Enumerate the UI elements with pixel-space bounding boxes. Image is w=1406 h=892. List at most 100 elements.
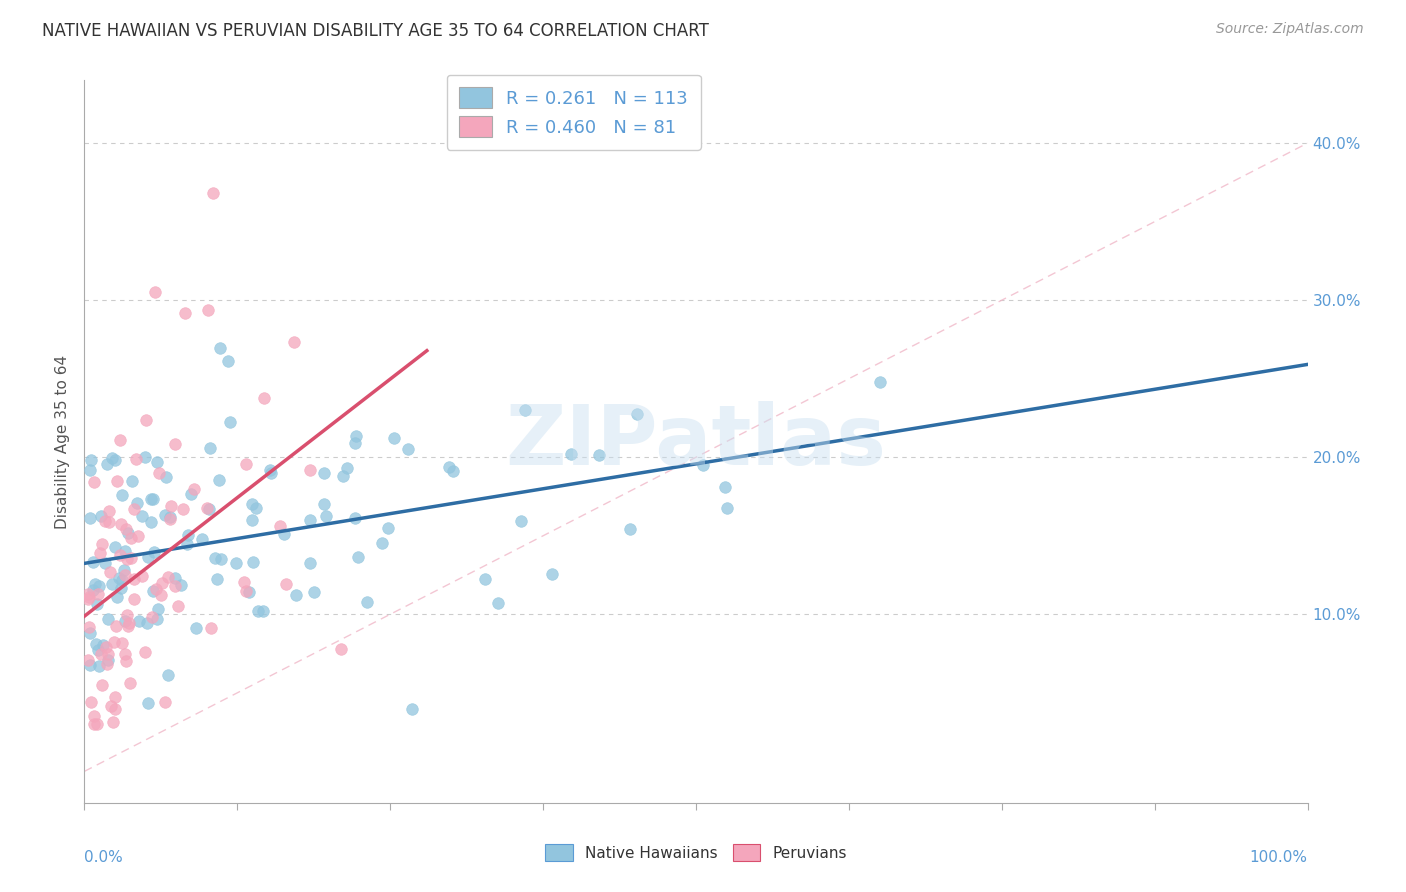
- Point: [299, 556, 322, 570]
- Point: [145, 582, 167, 596]
- Point: [79, 510, 101, 524]
- Point: [619, 522, 641, 536]
- Point: [298, 463, 321, 477]
- Point: [80, 695, 103, 709]
- Point: [79, 625, 101, 640]
- Point: [77, 652, 100, 666]
- Point: [117, 608, 139, 623]
- Point: [121, 475, 143, 489]
- Point: [155, 470, 177, 484]
- Point: [112, 563, 135, 577]
- Point: [513, 402, 536, 417]
- Point: [79, 463, 101, 477]
- Point: [97, 653, 120, 667]
- Point: [347, 550, 370, 565]
- Point: [86, 597, 108, 611]
- Point: [89, 546, 111, 560]
- Point: [77, 587, 100, 601]
- Point: [283, 335, 305, 350]
- Point: [155, 508, 177, 523]
- Point: [128, 614, 150, 628]
- Point: [104, 540, 127, 554]
- Text: Source: ZipAtlas.com: Source: ZipAtlas.com: [1216, 22, 1364, 37]
- Point: [146, 602, 169, 616]
- Point: [240, 513, 263, 527]
- Point: [114, 647, 136, 661]
- Point: [91, 638, 114, 652]
- Point: [312, 466, 335, 480]
- Point: [142, 491, 165, 506]
- Point: [107, 571, 129, 585]
- Point: [82, 583, 104, 598]
- Point: [101, 715, 124, 730]
- Point: [82, 555, 104, 569]
- Point: [204, 550, 226, 565]
- Point: [332, 469, 354, 483]
- Point: [370, 536, 392, 550]
- Point: [143, 285, 166, 300]
- Point: [692, 458, 714, 473]
- Point: [111, 488, 134, 502]
- Point: [159, 512, 181, 526]
- Point: [157, 668, 180, 682]
- Point: [97, 612, 120, 626]
- Point: [384, 431, 406, 445]
- Point: [172, 502, 194, 516]
- Point: [90, 509, 112, 524]
- Point: [104, 690, 127, 704]
- Point: [441, 463, 464, 477]
- Point: [197, 302, 219, 317]
- Point: [111, 636, 134, 650]
- Point: [184, 621, 207, 635]
- Point: [96, 657, 118, 671]
- Point: [159, 509, 181, 524]
- Point: [117, 619, 139, 633]
- Point: [103, 635, 125, 649]
- Point: [541, 567, 564, 582]
- Point: [205, 572, 228, 586]
- Point: [87, 643, 110, 657]
- Point: [145, 455, 167, 469]
- Point: [560, 447, 582, 461]
- Point: [142, 584, 165, 599]
- Text: NATIVE HAWAIIAN VS PERUVIAN DISABILITY AGE 35 TO 64 CORRELATION CHART: NATIVE HAWAIIAN VS PERUVIAN DISABILITY A…: [42, 22, 709, 40]
- Point: [84, 577, 107, 591]
- Point: [714, 480, 737, 494]
- Point: [108, 548, 131, 562]
- Point: [344, 429, 367, 443]
- Point: [127, 529, 149, 543]
- Point: [235, 458, 257, 472]
- Point: [100, 699, 122, 714]
- Point: [97, 648, 120, 662]
- Point: [716, 501, 738, 516]
- Point: [150, 575, 173, 590]
- Point: [209, 552, 232, 566]
- Point: [125, 451, 148, 466]
- Point: [315, 508, 337, 523]
- Point: [101, 450, 124, 465]
- Point: [101, 576, 124, 591]
- Point: [160, 500, 183, 514]
- Point: [110, 573, 132, 587]
- Point: [87, 586, 110, 600]
- Text: 100.0%: 100.0%: [1250, 850, 1308, 864]
- Point: [110, 516, 132, 531]
- Point: [344, 511, 367, 525]
- Point: [173, 306, 195, 320]
- Point: [330, 641, 353, 656]
- Point: [98, 565, 121, 579]
- Point: [139, 492, 162, 507]
- Point: [242, 555, 264, 569]
- Point: [86, 637, 108, 651]
- Point: [142, 545, 165, 559]
- Point: [165, 579, 187, 593]
- Point: [163, 572, 186, 586]
- Point: [86, 717, 108, 731]
- Point: [240, 497, 263, 511]
- Point: [105, 474, 128, 488]
- Text: 0.0%: 0.0%: [84, 850, 124, 864]
- Point: [134, 645, 156, 659]
- Point: [117, 525, 139, 540]
- Point: [91, 678, 114, 692]
- Point: [176, 537, 198, 551]
